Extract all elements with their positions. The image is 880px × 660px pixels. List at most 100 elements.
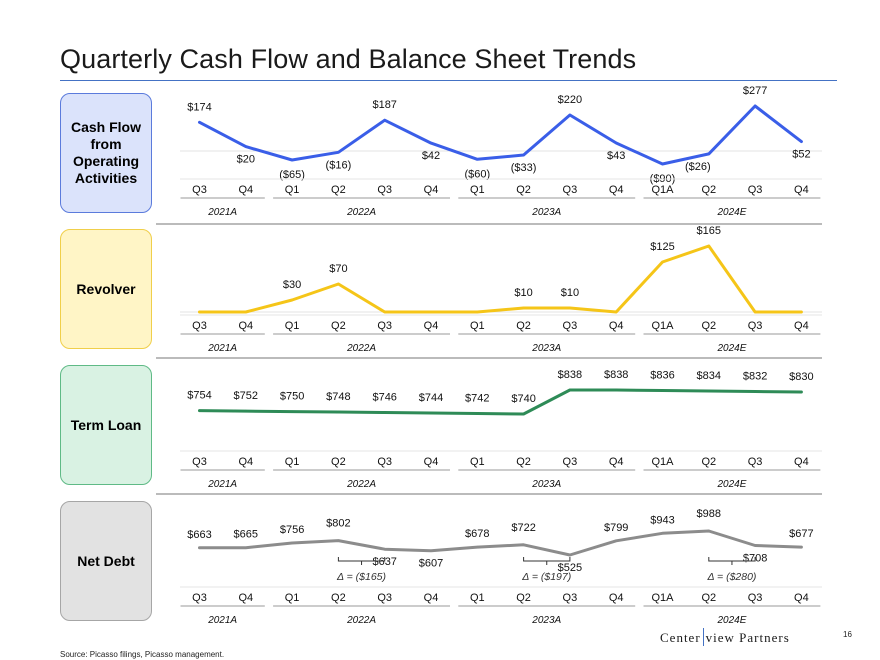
tick-label: Q4	[609, 184, 624, 196]
year-label: 2021A	[207, 207, 237, 218]
data-label: $740	[511, 393, 535, 405]
tick-label: Q4	[424, 592, 439, 604]
data-point	[800, 140, 803, 143]
tick-label: Q3	[192, 184, 207, 196]
tick-label: Q3	[748, 184, 763, 196]
source-note: Source: Picasso filings, Picasso managem…	[60, 650, 225, 659]
data-point	[383, 547, 386, 551]
data-point	[198, 310, 201, 314]
tick-label: Q3	[748, 592, 763, 604]
page-title: Quarterly Cash Flow and Balance Sheet Tr…	[60, 44, 637, 74]
data-point	[337, 282, 340, 286]
data-label: $174	[187, 101, 211, 113]
year-label: 2023A	[531, 479, 561, 490]
data-point	[476, 310, 479, 314]
tick-label: Q4	[794, 320, 809, 332]
data-point	[753, 544, 757, 547]
data-label: ($33)	[511, 162, 537, 174]
data-point	[800, 310, 803, 314]
tick-label: Q1A	[651, 320, 674, 332]
title-rule	[60, 80, 837, 82]
page-number: 16	[843, 630, 852, 639]
tick-label: Q1	[470, 456, 485, 468]
data-point	[337, 539, 340, 542]
data-label: $752	[234, 390, 258, 402]
data-point	[522, 306, 525, 310]
data-point	[522, 153, 525, 157]
data-point	[476, 412, 479, 415]
year-label: 2022A	[346, 479, 376, 490]
label-term-loan: Term Loan	[60, 365, 152, 485]
data-point	[476, 158, 479, 161]
data-label: $838	[558, 369, 582, 381]
tick-label: Q3	[377, 184, 392, 196]
data-label: ($60)	[464, 168, 490, 180]
data-point	[707, 152, 710, 156]
data-label: ($16)	[326, 159, 352, 171]
data-label: $742	[465, 393, 489, 405]
tick-label: Q1	[470, 184, 485, 196]
data-point	[753, 310, 757, 314]
data-label: $744	[419, 392, 443, 404]
tick-label: Q2	[331, 320, 346, 332]
data-label: $20	[237, 154, 255, 166]
year-label: 2021A	[207, 479, 237, 490]
tick-label: Q2	[516, 456, 531, 468]
data-point	[244, 546, 247, 549]
data-point	[244, 409, 247, 413]
tick-label: Q4	[609, 320, 624, 332]
data-point	[568, 113, 572, 117]
tick-label: Q2	[701, 456, 716, 468]
tick-label: Q2	[516, 184, 531, 196]
data-point	[661, 532, 664, 535]
year-label: 2021A	[207, 615, 237, 626]
data-label: $799	[604, 522, 628, 534]
tick-label: Q3	[748, 320, 763, 332]
data-label: $165	[697, 225, 721, 237]
data-label: $748	[326, 391, 350, 403]
data-point	[707, 529, 710, 533]
data-label: $187	[372, 99, 396, 111]
data-point	[290, 541, 294, 545]
data-point	[615, 310, 618, 314]
tick-label: Q1A	[651, 456, 674, 468]
tick-label: Q2	[516, 592, 531, 604]
data-point	[337, 151, 340, 154]
tick-label: Q3	[748, 456, 763, 468]
data-label: $607	[419, 558, 443, 570]
logo-bar	[702, 628, 704, 646]
tick-label: Q2	[701, 592, 716, 604]
data-label: $678	[465, 528, 489, 540]
data-label: $988	[697, 508, 721, 520]
tick-label: Q4	[238, 456, 253, 468]
year-label: 2021A	[207, 343, 237, 354]
centerview-logo: Center view Partners	[660, 628, 790, 646]
data-point	[383, 119, 386, 122]
tick-label: Q1	[470, 320, 485, 332]
label-revolver: Revolver	[60, 229, 152, 349]
data-point	[522, 412, 525, 416]
data-label: ($65)	[279, 169, 305, 181]
data-label: $834	[697, 370, 721, 382]
data-point	[661, 389, 664, 392]
data-label: $943	[650, 514, 674, 526]
data-label: $756	[280, 524, 304, 536]
tick-label: Q2	[331, 456, 346, 468]
data-label: $70	[329, 263, 347, 275]
tick-label: Q2	[331, 592, 346, 604]
series-line	[198, 529, 803, 557]
tick-label: Q4	[238, 592, 253, 604]
data-point	[290, 410, 294, 413]
year-label: 2022A	[346, 615, 376, 626]
tick-label: Q4	[609, 456, 624, 468]
data-label: $838	[604, 369, 628, 381]
data-point	[476, 545, 479, 549]
tick-label: Q2	[701, 184, 716, 196]
tick-label: Q2	[516, 320, 531, 332]
data-label: $125	[650, 241, 674, 253]
tick-label: Q1	[285, 456, 300, 468]
data-label: $525	[558, 562, 582, 574]
tick-label: Q4	[238, 320, 253, 332]
data-point	[244, 310, 247, 314]
